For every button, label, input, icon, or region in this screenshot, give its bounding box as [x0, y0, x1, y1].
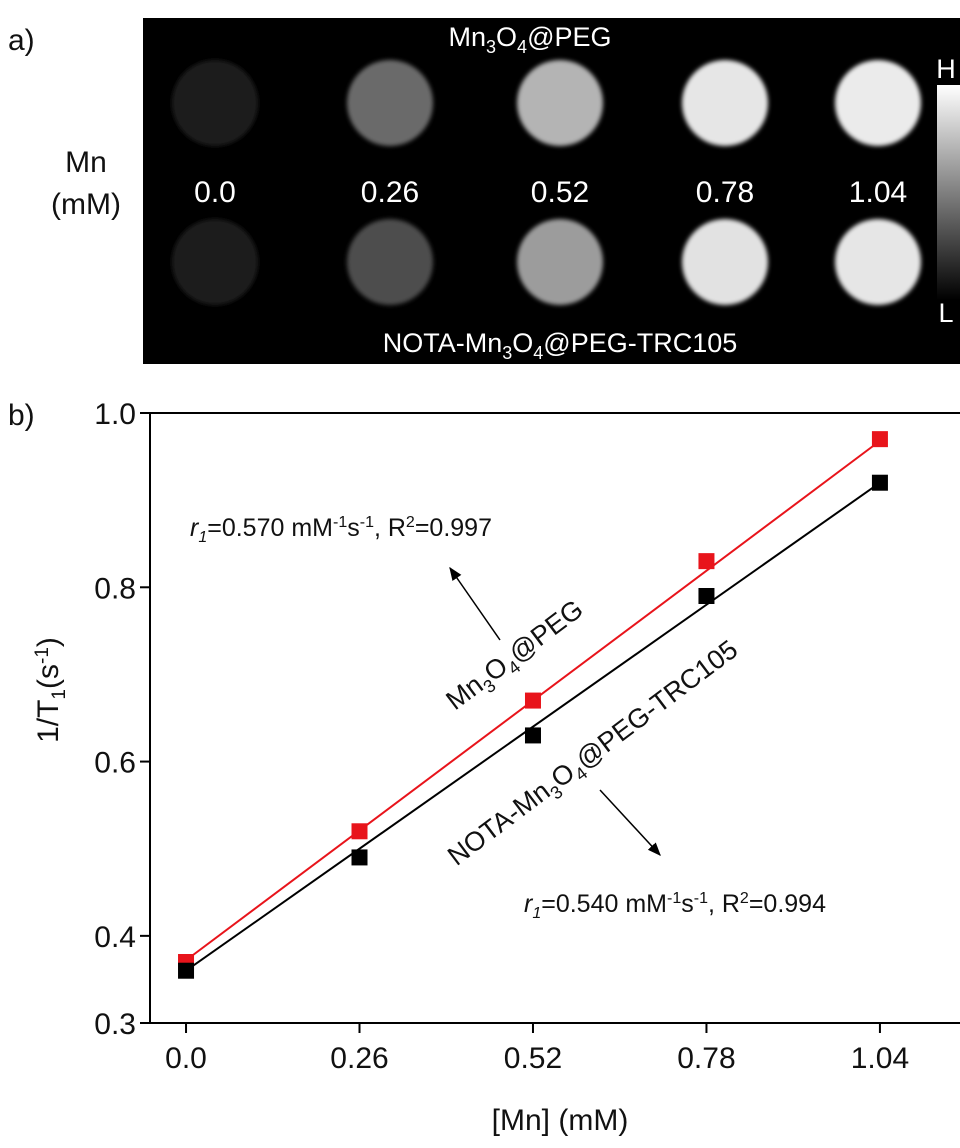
- label-part: s: [347, 514, 360, 542]
- data-point: [352, 823, 368, 839]
- label-part: (s: [32, 664, 65, 689]
- phantom: [835, 219, 921, 305]
- label-part: , R: [708, 890, 740, 918]
- label-part: =0.540 mM: [541, 890, 667, 918]
- label-part: NOTA-Mn: [383, 328, 503, 358]
- concentration-label: 0.26: [361, 176, 419, 209]
- label-part: 1/T: [32, 700, 65, 743]
- label-part: -1: [360, 514, 374, 531]
- label-part: 3: [502, 343, 512, 363]
- label-part: -1: [694, 890, 708, 907]
- label-part: @PEG-TRC105: [570, 634, 743, 775]
- label-part: s: [681, 890, 694, 918]
- label-part: @PEG-TRC105: [543, 328, 737, 358]
- label-part: 4: [533, 343, 543, 363]
- axes: 0.0 0.26 0.52 0.78 1.04 0.3 0.4 0.6 0.8 1.0: [94, 398, 960, 1075]
- y-tick-label: 0.6: [94, 747, 136, 780]
- y-tick-label: 0.8: [94, 572, 136, 605]
- data-point: [352, 849, 368, 865]
- phantom: [682, 219, 768, 305]
- data-point: [178, 963, 194, 979]
- image-top-label: Mn3O4@PEG: [449, 22, 612, 57]
- phantom: [347, 60, 433, 146]
- data-point: [872, 431, 888, 447]
- label-part: 3: [486, 37, 496, 57]
- y-tick-label: 0.4: [94, 921, 136, 954]
- label-part: 2: [740, 890, 749, 907]
- panel-label: a): [8, 24, 35, 57]
- fit-annotation: r1=0.540 mM-1s-1, R2=0.994: [524, 890, 826, 922]
- label-part: 1: [49, 689, 70, 700]
- data-point: [698, 553, 714, 569]
- phantom: [517, 219, 603, 305]
- label-part: -1: [333, 514, 347, 531]
- label-part: 1: [532, 905, 541, 922]
- panel-label: b): [8, 399, 35, 432]
- phantom: [172, 219, 258, 305]
- label-part: @PEG: [503, 594, 588, 669]
- label-part: =0.994: [749, 890, 826, 918]
- concentration-label: 0.52: [531, 176, 589, 209]
- y-tick-label: 0.3: [94, 1008, 136, 1041]
- label-part: 4: [517, 37, 527, 57]
- data-point: [698, 588, 714, 604]
- label-part: O: [512, 328, 533, 358]
- label-part: @PEG: [527, 22, 611, 52]
- data-point: [525, 727, 541, 743]
- row-title: (mM): [51, 188, 121, 221]
- fit-annotation: r1=0.570 mM-1s-1, R2=0.997: [190, 514, 492, 546]
- data-point: [525, 693, 541, 709]
- concentration-label: 1.04: [849, 176, 907, 209]
- concentration-label: 0.0: [194, 176, 236, 209]
- row-title: Mn: [65, 146, 107, 179]
- phantom: [835, 60, 921, 146]
- y-tick-label: 1.0: [94, 398, 136, 431]
- label-part: Mn: [449, 22, 487, 52]
- phantom: [682, 60, 768, 146]
- arrow: [600, 790, 660, 855]
- x-tick-label: 1.04: [851, 1042, 909, 1075]
- label-part: Mn: [440, 669, 488, 716]
- label-part: 2: [406, 514, 415, 531]
- arrow: [450, 568, 500, 640]
- label-part: O: [496, 22, 517, 52]
- phantom: [517, 60, 603, 146]
- label-part: 1: [198, 529, 207, 546]
- x-tick-label: 0.52: [504, 1042, 562, 1075]
- colorbar: [937, 85, 960, 300]
- label-part: -1: [32, 647, 53, 664]
- label-part: NOTA-Mn: [442, 776, 555, 872]
- x-tick-label: 0.0: [165, 1042, 207, 1075]
- data-point: [872, 475, 888, 491]
- x-tick-label: 0.78: [677, 1042, 735, 1075]
- label-part: , R: [374, 514, 406, 542]
- page: { "panel_a": { "label": "a)", "row_title…: [0, 0, 960, 1148]
- label-part: =0.997: [415, 514, 492, 542]
- label-part: =0.570 mM: [207, 514, 333, 542]
- label-part: ): [32, 637, 65, 647]
- y-axis-title: 1/T1(s-1): [32, 637, 70, 743]
- concentration-label: 0.78: [696, 176, 754, 209]
- image-bottom-label: NOTA-Mn3O4@PEG-TRC105: [383, 328, 738, 363]
- phantom: [172, 60, 258, 146]
- x-axis-title: [Mn] (mM): [492, 1104, 629, 1137]
- colorbar-high: H: [936, 54, 956, 84]
- label-part: -1: [667, 890, 681, 907]
- phantom: [347, 219, 433, 305]
- x-tick-label: 0.26: [330, 1042, 388, 1075]
- colorbar-low: L: [938, 298, 953, 328]
- figure: a) Mn (mM) 0.00.260.520.781.04 Mn3O4@PEG…: [0, 0, 960, 1148]
